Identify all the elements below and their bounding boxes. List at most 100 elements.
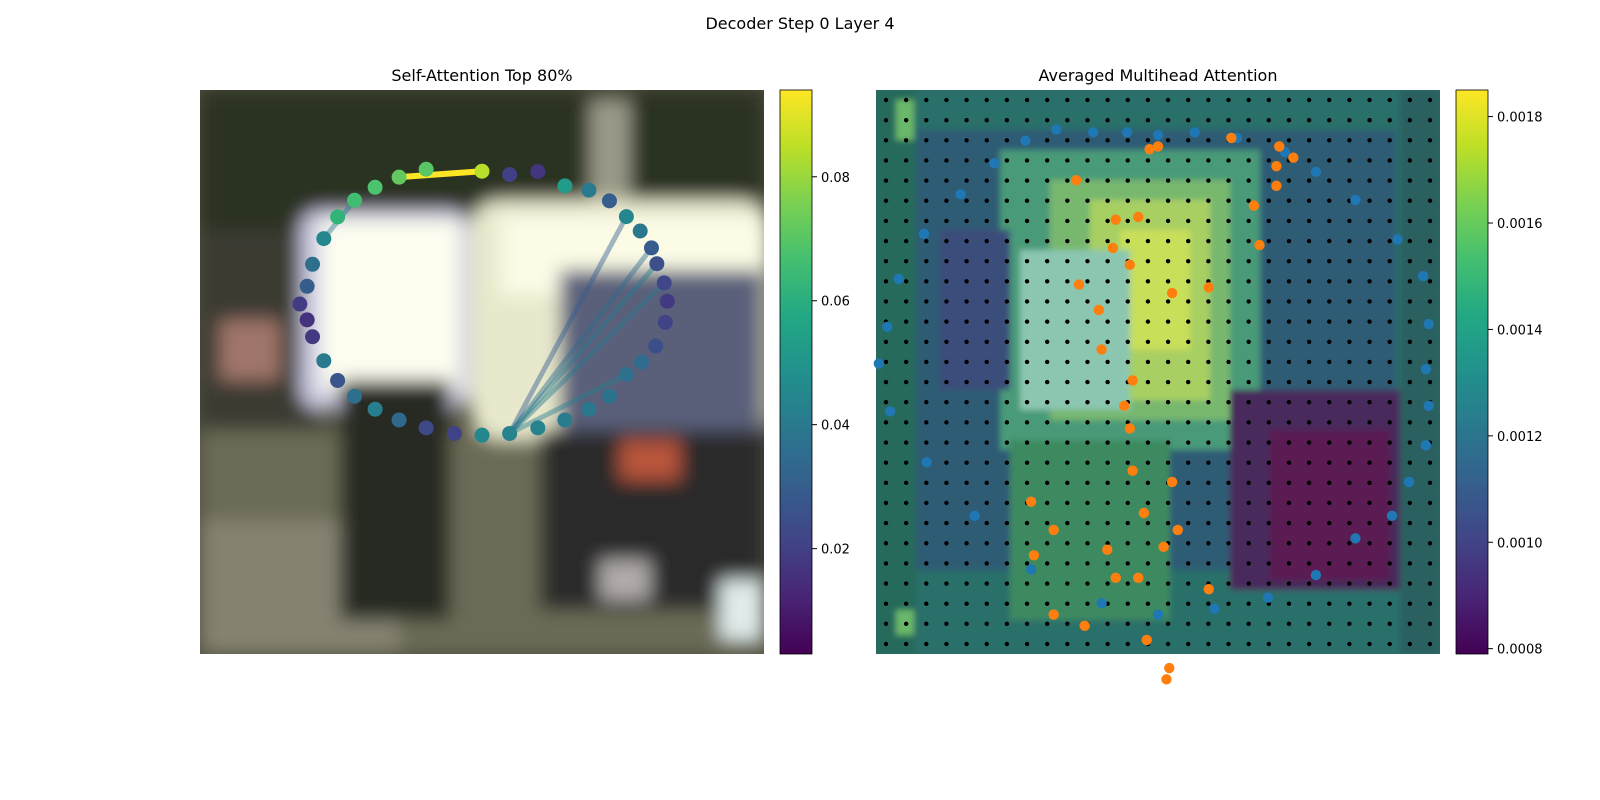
grid-dot [1085, 117, 1090, 123]
grid-dot [1226, 420, 1231, 425]
attention-point [634, 354, 650, 370]
grid-dot [1085, 520, 1090, 526]
grid-dot [1105, 97, 1110, 103]
grid-dot [1266, 198, 1272, 203]
grid-dot [1327, 379, 1332, 385]
grid-dot [883, 500, 889, 506]
grid-dot [1105, 641, 1110, 647]
grid-dot [883, 97, 889, 103]
grid-dot [1266, 480, 1272, 486]
grid-dot [1226, 178, 1231, 183]
grid-dot [1105, 158, 1110, 163]
attention-point [632, 223, 648, 239]
grid-dot [1165, 520, 1171, 526]
grid-dot [1387, 299, 1392, 304]
grid-dot [1085, 420, 1090, 425]
grid-dot [1145, 541, 1151, 546]
reference-point [1166, 476, 1178, 488]
grid-dot [1427, 138, 1433, 143]
grid-dot [924, 581, 929, 586]
grid-dot [1024, 400, 1030, 405]
grid-dot [1004, 258, 1010, 264]
grid-dot [924, 339, 929, 344]
attention-point [657, 314, 673, 330]
grid-dot [1407, 460, 1413, 465]
grid-dot [944, 339, 949, 344]
grid-dot [1085, 97, 1090, 103]
grid-dot [1306, 460, 1312, 465]
grid-dot [1044, 400, 1050, 405]
grid-dot [1306, 158, 1312, 163]
grid-dot [1266, 621, 1272, 627]
grid-dot [1226, 258, 1231, 264]
averaged-attention-title: Averaged Multihead Attention [1039, 66, 1278, 85]
grid-dot [1367, 379, 1372, 385]
reference-point [918, 228, 930, 240]
grid-dot [1367, 218, 1372, 224]
grid-dot [1145, 138, 1151, 143]
grid-dot [924, 218, 929, 224]
grid-dot [1327, 97, 1332, 103]
grid-dot [1206, 299, 1211, 304]
grid-dot [883, 379, 889, 385]
grid-dot [1266, 420, 1272, 425]
colorbar-tick-label: 0.04 [821, 419, 850, 434]
grid-dot [1024, 621, 1030, 627]
grid-dot [1246, 581, 1251, 586]
grid-dot [1085, 379, 1090, 385]
reference-point [1127, 465, 1138, 476]
grid-dot [1145, 198, 1151, 203]
grid-dot [1246, 500, 1251, 506]
grid-dot [1125, 218, 1130, 224]
grid-dot [1004, 178, 1010, 183]
grid-dot [944, 238, 949, 244]
grid-dot [1044, 621, 1050, 627]
grid-dot [1105, 500, 1110, 506]
reference-points [873, 124, 1434, 685]
grid-dot [1125, 561, 1130, 566]
grid-dot [1286, 97, 1292, 103]
grid-dot [1024, 339, 1030, 344]
reference-point [1144, 144, 1155, 155]
grid-dot [1105, 117, 1110, 123]
grid-dot [1266, 379, 1272, 385]
grid-dot [1286, 279, 1292, 284]
grid-dot [1186, 299, 1191, 304]
grid-dot [944, 117, 949, 123]
grid-dot [903, 440, 909, 445]
grid-dot [1145, 258, 1151, 264]
grid-dot [903, 379, 909, 385]
grid-dot [1004, 138, 1010, 143]
grid-dot [1004, 339, 1010, 344]
grid-dot [1246, 520, 1251, 526]
grid-dot [1165, 440, 1171, 445]
grid-dot [1165, 238, 1171, 244]
grid-dot [1407, 299, 1413, 304]
reference-point [1071, 175, 1082, 186]
grid-dot [1387, 460, 1392, 465]
grid-dot [1186, 520, 1191, 526]
grid-dot [1367, 500, 1372, 506]
grid-dot [1186, 400, 1191, 405]
grid-dot [964, 138, 969, 143]
grid-dot [883, 258, 889, 264]
grid-dot [1407, 238, 1413, 244]
grid-dot [1347, 218, 1352, 224]
grid-dot [1206, 117, 1211, 123]
grid-dot [1286, 339, 1292, 344]
grid-dot [1246, 178, 1251, 183]
grid-dot [1044, 641, 1050, 647]
grid-dot [984, 158, 989, 163]
reference-point [1110, 214, 1121, 225]
grid-dot [883, 359, 889, 365]
grid-dot [1387, 581, 1392, 586]
grid-dot [1024, 460, 1030, 465]
grid-dot [1286, 641, 1292, 647]
grid-dot [1347, 621, 1352, 627]
grid-dot [944, 400, 949, 405]
grid-dot [1044, 440, 1050, 445]
grid-dot [903, 541, 909, 546]
grid-dot [944, 319, 949, 324]
grid-dot [1145, 520, 1151, 526]
